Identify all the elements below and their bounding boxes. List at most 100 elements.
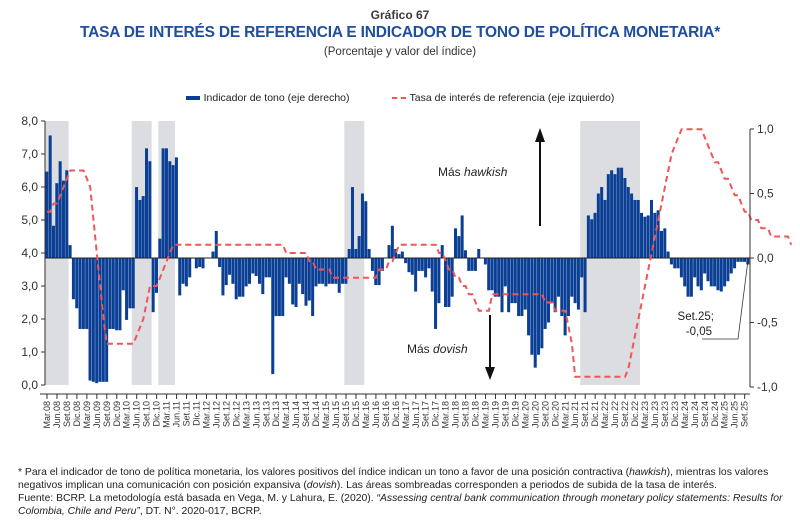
tone-bar <box>477 248 481 258</box>
tone-bar <box>297 258 301 284</box>
tone-bar <box>274 258 278 317</box>
annotations: Más hawkish Más dovish Set.25; -0,05 <box>407 128 749 380</box>
tone-bar <box>277 258 281 317</box>
tone-bar <box>630 193 634 258</box>
x-tick-label: Set.17 <box>421 401 431 427</box>
tone-bar <box>646 215 650 258</box>
x-tick-label: Dic.08 <box>72 401 82 427</box>
tone-bar <box>497 258 501 297</box>
left-tick-label: 8,0 <box>21 114 38 128</box>
left-tick-label: 0,0 <box>21 378 38 392</box>
tone-bar <box>171 165 175 258</box>
tone-bar <box>580 258 584 278</box>
dovish-label: Más dovish <box>407 342 468 356</box>
x-tick-label: Dic.20 <box>550 401 560 427</box>
tone-bar <box>301 258 305 295</box>
tone-bar <box>706 258 710 282</box>
tone-bar <box>78 258 82 329</box>
tone-bar <box>743 258 747 262</box>
left-axis: 0,0 1,0 2,0 3,0 4,0 5,0 6,0 7,0 8,0 <box>21 114 46 392</box>
tone-bar <box>696 258 700 287</box>
x-tick-label: Dic.16 <box>391 401 401 427</box>
x-tick-label: Set.09 <box>102 401 112 427</box>
tone-bar <box>500 258 504 313</box>
tone-bar <box>261 258 265 295</box>
x-tick-label: Jun.10 <box>132 401 142 428</box>
tone-bar <box>211 251 215 258</box>
tone-bar <box>367 248 371 258</box>
tone-bar <box>198 258 202 268</box>
x-tick-label: Dic.12 <box>231 401 241 427</box>
tone-bar <box>586 215 590 258</box>
x-tick-label: Mar.11 <box>162 401 172 428</box>
tone-bar <box>576 258 580 310</box>
tone-bar <box>108 258 112 329</box>
tone-bar <box>490 258 494 291</box>
legend-swatch-line <box>391 97 406 99</box>
tone-bar <box>58 161 62 258</box>
tone-bar <box>560 258 564 317</box>
tone-bar <box>168 161 172 258</box>
tone-bar <box>550 258 554 304</box>
x-tick-label: Mar.23 <box>640 401 650 429</box>
tone-bar <box>703 258 707 274</box>
tone-bar <box>45 171 49 258</box>
x-tick-label: Mar.14 <box>281 401 291 429</box>
tone-bar <box>71 258 75 300</box>
tone-bar <box>68 245 72 258</box>
tone-bar <box>51 225 56 258</box>
x-tick-label: Set.15 <box>341 401 351 427</box>
x-tick-label: Jun.25 <box>730 401 740 428</box>
shaded-periods <box>45 121 641 385</box>
x-tick-label: Mar.16 <box>361 401 371 429</box>
tone-bar <box>311 258 315 317</box>
tone-bar <box>404 258 408 264</box>
left-tick-label: 5,0 <box>21 213 38 227</box>
tone-bar <box>540 258 544 349</box>
tone-bar <box>354 248 358 258</box>
x-tick-label: Mar.17 <box>401 401 411 429</box>
tone-bar <box>520 258 524 317</box>
tone-bar <box>181 258 185 284</box>
right-tick-label: 1,0 <box>757 122 774 136</box>
tone-bar <box>380 258 384 271</box>
tone-bar <box>75 258 79 309</box>
tone-bar <box>244 258 248 287</box>
tone-bar <box>111 258 115 329</box>
tone-bar <box>583 258 587 313</box>
tone-bar <box>420 258 424 271</box>
tone-bar <box>238 258 242 297</box>
tone-bar <box>88 258 92 381</box>
source-note: Fuente: BCRP. La metodología está basada… <box>18 493 783 517</box>
x-tick-label: Set.10 <box>142 401 152 427</box>
tone-bar <box>673 258 677 269</box>
tone-bar <box>693 258 697 278</box>
tone-bar <box>228 258 232 275</box>
tone-bar <box>105 258 109 382</box>
x-tick-label: Jun.09 <box>92 401 102 428</box>
tone-bar <box>470 258 474 271</box>
x-tick-label: Dic.11 <box>192 401 202 426</box>
tone-bar <box>118 258 122 331</box>
tone-bar <box>603 199 607 258</box>
tone-bar <box>513 258 517 304</box>
tone-bar <box>161 148 165 258</box>
x-tick-label: Mar.22 <box>600 401 610 429</box>
tone-bar <box>314 258 318 287</box>
x-tick-label: Dic.24 <box>710 401 720 427</box>
tone-bar <box>440 245 444 258</box>
tone-bar <box>483 258 487 265</box>
x-tick-label: Jun.19 <box>491 401 501 428</box>
x-tick-label: Jun.11 <box>172 401 182 427</box>
x-tick-label: Mar.12 <box>201 401 211 429</box>
tone-bar <box>663 228 667 258</box>
tone-bar <box>460 215 464 258</box>
x-tick-label: Set.18 <box>461 401 471 427</box>
legend-label-line: Tasa de interés de referencia (eje izqui… <box>409 92 615 104</box>
tone-bar <box>331 258 335 284</box>
tone-bar <box>164 148 168 258</box>
right-tick-label: -0,5 <box>757 316 778 330</box>
tone-bar <box>374 258 378 286</box>
tone-bar <box>224 258 228 286</box>
